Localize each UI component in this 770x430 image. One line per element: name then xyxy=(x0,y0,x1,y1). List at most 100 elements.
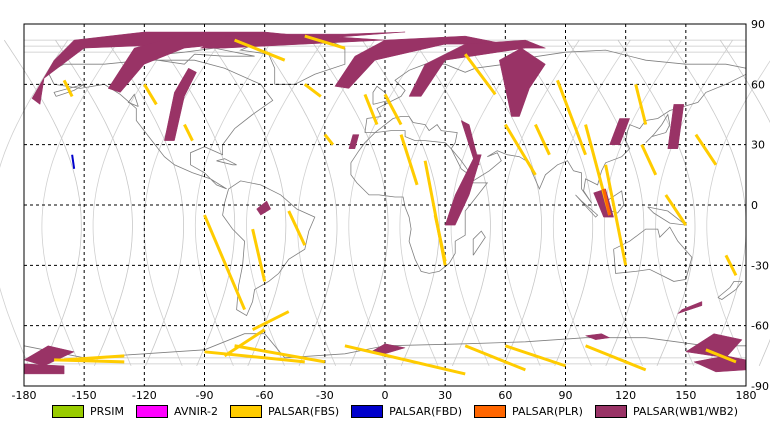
coastline xyxy=(144,47,255,65)
wb-swath xyxy=(164,67,197,141)
x-tick-labels: -180 -150 -120 -90 -60 -30 0 30 60 90 120 150 180 xyxy=(12,389,757,402)
fbs-track xyxy=(251,310,290,332)
fbs-track xyxy=(664,194,688,226)
fbs-track xyxy=(640,144,658,176)
fbs-track xyxy=(344,344,466,376)
fbs-track xyxy=(304,34,346,50)
coastline xyxy=(372,85,390,105)
y-tick-label: 0 xyxy=(751,199,758,212)
wb-swath xyxy=(677,301,703,314)
orbit-track xyxy=(297,39,376,367)
orbit-track xyxy=(348,39,427,367)
y-tick-label: 60 xyxy=(751,78,765,91)
legend-swatch xyxy=(594,404,627,418)
y-tick-labels: 90 60 30 0 -30 -60 -90 xyxy=(751,18,769,393)
y-tick-label: -30 xyxy=(751,259,769,272)
palsar-fbd-tracks xyxy=(71,154,76,169)
coastline xyxy=(647,206,688,226)
orbit-track xyxy=(106,39,184,367)
fbs-track xyxy=(303,83,322,98)
wb-swath xyxy=(256,200,272,216)
fbs-track xyxy=(143,83,158,106)
coastline xyxy=(350,130,489,274)
wb-swath xyxy=(23,363,65,375)
orbit-track xyxy=(157,39,236,367)
y-tick-label: 90 xyxy=(751,18,765,31)
x-tick-label: -30 xyxy=(316,389,334,402)
coastline xyxy=(216,158,237,166)
orbit-track xyxy=(668,39,747,367)
fbs-track xyxy=(204,350,305,364)
coastline xyxy=(222,180,316,317)
x-tick-label: 90 xyxy=(559,389,573,402)
legend-item: PALSAR(WB1/WB2) xyxy=(594,404,738,418)
fbs-track xyxy=(584,344,647,372)
x-tick-label: -60 xyxy=(256,389,274,402)
wb-swath xyxy=(444,154,482,226)
fbs-track xyxy=(433,214,447,262)
wb-swath xyxy=(348,134,360,149)
orbit-track xyxy=(464,39,543,367)
wb-swath xyxy=(585,333,611,340)
fbs-track xyxy=(234,38,286,62)
x-tick-label: 150 xyxy=(675,389,696,402)
palsar-fbs-tracks xyxy=(54,34,738,376)
fbs-track xyxy=(504,123,537,176)
wb-swath xyxy=(23,345,75,367)
legend-swatch xyxy=(351,404,384,418)
wb-swath xyxy=(460,120,480,166)
orbit-track xyxy=(617,39,696,367)
y-tick-label: -90 xyxy=(751,380,769,393)
legend-label: PALSAR(PLR) xyxy=(512,404,583,418)
fbs-track xyxy=(64,354,125,362)
orbit-track xyxy=(399,39,478,367)
fbs-track xyxy=(504,344,566,368)
legend-swatch xyxy=(229,404,262,418)
fbs-track xyxy=(705,348,737,364)
legend-item: PALSAR(PLR) xyxy=(474,404,583,418)
fbs-track xyxy=(62,79,74,98)
fbs-track xyxy=(223,328,266,358)
y-tick-label: -60 xyxy=(751,320,769,333)
legend-label: PALSAR(FBD) xyxy=(389,404,463,418)
fbs-track xyxy=(234,344,326,364)
plot-frame xyxy=(23,23,747,387)
legend-item: PRSIM xyxy=(52,404,124,418)
orbit-track xyxy=(413,39,491,367)
coastline xyxy=(472,230,486,256)
x-tick-label: -150 xyxy=(72,389,97,402)
orbit-track xyxy=(246,39,324,367)
fbs-track xyxy=(251,228,267,282)
orbit-track xyxy=(655,39,733,367)
fbs-track xyxy=(323,133,335,146)
x-tick-label: 180 xyxy=(736,389,757,402)
fbs-track xyxy=(694,133,718,166)
orbit-track xyxy=(310,39,389,367)
fbs-track xyxy=(383,93,403,126)
orbit-track xyxy=(208,39,287,367)
coastline xyxy=(645,113,671,143)
orbit-track xyxy=(361,39,440,367)
legend-item: AVNIR-2 xyxy=(136,404,218,418)
orbit-track xyxy=(41,39,120,367)
coastline xyxy=(613,226,693,282)
legend-swatch xyxy=(474,404,507,418)
legend: PRSIM AVNIR-2 PALSAR(FBS) PALSAR(FBD) PALSAR… xyxy=(52,402,750,420)
coastline xyxy=(575,194,599,218)
fbs-track xyxy=(634,83,648,125)
coastline xyxy=(127,93,139,107)
fbs-track xyxy=(363,93,379,126)
orbit-track xyxy=(566,39,645,367)
fbs-track xyxy=(183,123,194,142)
fbs-track xyxy=(399,134,419,186)
x-tick-label: 0 xyxy=(382,389,389,402)
plr-track xyxy=(602,188,612,216)
y-tick-label: 30 xyxy=(751,139,765,152)
wb-swath xyxy=(408,39,546,97)
wb-swath xyxy=(609,118,631,145)
palsar-plr-tracks xyxy=(602,188,612,216)
legend-item: PALSAR(FBD) xyxy=(351,404,463,418)
wb-swath xyxy=(667,104,685,149)
